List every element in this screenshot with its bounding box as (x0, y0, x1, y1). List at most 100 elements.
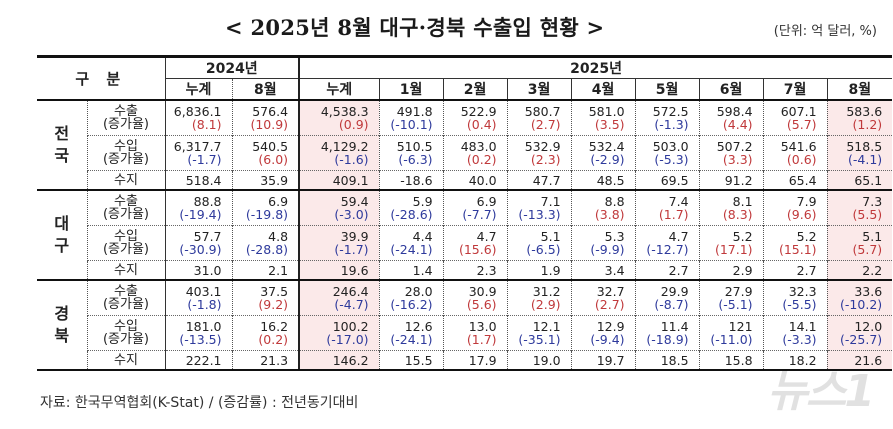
export-cell: 27.9 (-5.1) (698, 280, 764, 316)
export-rate: (-7.7) (462, 207, 497, 222)
import-cell: 100.2 (-17.0) (298, 315, 380, 351)
import-cell: 12.1 (-35.1) (506, 315, 572, 351)
export-value: 32.3 (788, 284, 817, 299)
import-value: 181.0 (185, 319, 222, 334)
export-value: 583.6 (846, 104, 883, 119)
import-value: 121 (728, 319, 753, 334)
balance-value: 15.8 (698, 350, 764, 371)
balance-value: 65.4 (762, 170, 828, 191)
col-2025-4: 4월 (570, 78, 636, 101)
import-cell: 5.1 (-6.5) (506, 225, 572, 261)
import-cell: 4.7 (-12.7) (634, 225, 700, 261)
balance-value: 65.1 (826, 170, 893, 191)
import-value: 518.5 (846, 139, 883, 154)
region-char: 경 (54, 304, 70, 323)
import-cell: 483.0 (0.2) (442, 135, 508, 171)
import-rate: (-1.6) (334, 152, 369, 167)
row-1-import: 수입 (증가율) 57.7 (-30.9) 4.8 (-28.8) 39.9 (-1.7) 4.… (37, 225, 893, 261)
row-1-export: 대 구 수출 (증가율) 88.8 (-19.4) 6.9 (-19.8) 59.4 (-3.0)… (37, 190, 893, 281)
export-cell: 522.9 (0.4) (442, 100, 508, 136)
export-cell: 8.1 (8.3) (698, 190, 764, 226)
import-rate: (3.3) (722, 152, 753, 167)
export-value: 33.6 (854, 284, 883, 299)
export-value: 7.3 (862, 194, 883, 209)
import-value: 12.0 (854, 319, 883, 334)
import-cell: 39.9 (-1.7) (298, 225, 380, 261)
row-2-import: 수입 (증가율) 181.0 (-13.5) 16.2 (0.2) 100.2 (-17.0)… (37, 315, 893, 351)
export-cell: 4,538.3 (0.9) (298, 100, 380, 136)
export-value: 403.1 (185, 284, 222, 299)
import-rate: (17.1) (714, 242, 753, 257)
import-value: 4.8 (268, 229, 289, 244)
export-value: 576.4 (252, 104, 289, 119)
import-rate: (-12.7) (646, 242, 689, 257)
import-cell: 16.2 (0.2) (231, 315, 300, 351)
export-value: 31.2 (532, 284, 561, 299)
export-rate: (3.8) (594, 207, 625, 222)
import-cell: 12.0 (-25.7) (826, 315, 893, 351)
import-value: 100.2 (332, 319, 369, 334)
export-value: 607.1 (780, 104, 817, 119)
import-value: 5.1 (540, 229, 561, 244)
import-rate: (-11.0) (710, 332, 753, 347)
import-cell: 6,317.7 (-1.7) (164, 135, 233, 171)
export-rate: (9.6) (786, 207, 817, 222)
export-value: 59.4 (340, 194, 369, 209)
export-cell: 572.5 (-1.3) (634, 100, 700, 136)
export-cell: 59.4 (-3.0) (298, 190, 380, 226)
import-rate: (-24.1) (390, 332, 433, 347)
export-rate: (1.2) (852, 117, 883, 132)
export-rate: (-10.1) (390, 117, 433, 132)
export-cell: 31.2 (2.9) (506, 280, 572, 316)
export-value: 522.9 (460, 104, 497, 119)
import-cell: 14.1 (-3.3) (762, 315, 828, 351)
region-char: 대 (54, 214, 70, 233)
import-label: 수입 (증가율) (86, 315, 166, 351)
export-cell: 246.4 (-4.7) (298, 280, 380, 316)
import-rate: (-28.8) (245, 242, 289, 257)
balance-value: 31.0 (164, 260, 233, 281)
import-value: 57.7 (193, 229, 222, 244)
export-cell: 28.0 (-16.2) (378, 280, 444, 316)
import-text: 수입 (114, 319, 138, 334)
import-value: 5.2 (796, 229, 817, 244)
header-row-periods: 누계 8월 누계 1월 2월 3월 4월 5월 6월 7월 8월 (37, 78, 893, 101)
export-cell: 6.9 (-19.8) (231, 190, 300, 226)
import-value: 532.4 (588, 139, 625, 154)
export-cell: 403.1 (-1.8) (164, 280, 233, 316)
import-rate: (5.7) (852, 242, 883, 257)
import-rate: (-30.9) (179, 242, 222, 257)
export-value: 29.9 (660, 284, 689, 299)
import-value: 4.7 (668, 229, 689, 244)
balance-value: 69.5 (634, 170, 700, 191)
export-text: 수출 (114, 104, 138, 119)
import-rate: (-13.5) (179, 332, 222, 347)
export-cell: 32.7 (2.7) (570, 280, 636, 316)
import-rate: (-35.1) (518, 332, 561, 347)
import-rate: (-18.9) (646, 332, 689, 347)
export-label: 수출 (증가율) (86, 100, 166, 136)
import-rate: (0.2) (466, 152, 497, 167)
import-cell: 5.2 (17.1) (698, 225, 764, 261)
export-cell: 8.8 (3.8) (570, 190, 636, 226)
balance-label: 수지 (86, 350, 166, 371)
export-rate: (-5.1) (718, 297, 753, 312)
import-value: 510.5 (396, 139, 433, 154)
import-rate: (6.0) (258, 152, 289, 167)
export-rate: (2.7) (530, 117, 561, 132)
export-rate: (-19.4) (179, 207, 222, 222)
balance-value: 146.2 (298, 350, 380, 371)
import-cell: 181.0 (-13.5) (164, 315, 233, 351)
export-rate: (-16.2) (390, 297, 433, 312)
balance-value: 1.4 (378, 260, 444, 281)
import-value: 503.0 (652, 139, 689, 154)
export-value: 6.9 (268, 194, 289, 209)
balance-value: 48.5 (570, 170, 636, 191)
export-cell: 7.4 (1.7) (634, 190, 700, 226)
import-cell: 503.0 (-5.3) (634, 135, 700, 171)
export-cell: 7.9 (9.6) (762, 190, 828, 226)
import-rate: (-3.3) (782, 332, 817, 347)
import-value: 532.9 (524, 139, 561, 154)
import-label: 수입 (증가율) (86, 225, 166, 261)
import-rate: (0.6) (786, 152, 817, 167)
